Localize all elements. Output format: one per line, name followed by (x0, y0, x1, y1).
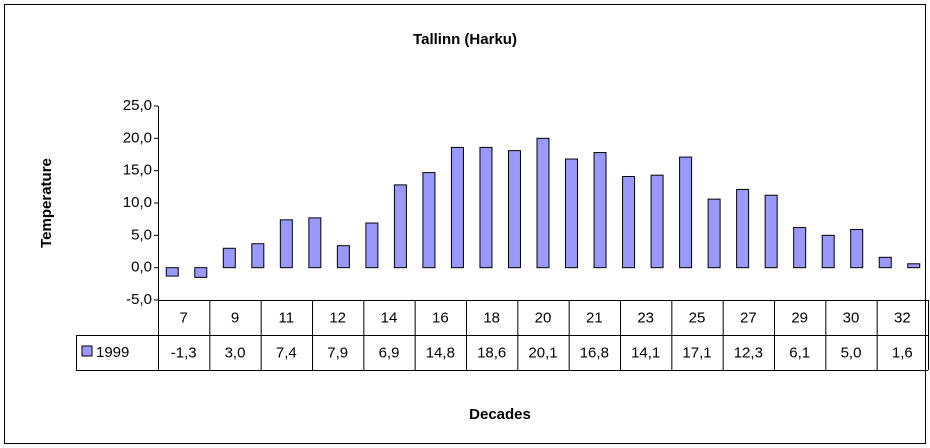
bar (479, 146, 493, 269)
table-header: 16 (432, 309, 449, 326)
y-tick-label: 10,0 (123, 194, 152, 211)
bar (736, 188, 750, 269)
table-header: 30 (843, 309, 860, 326)
table-header: 14 (381, 309, 398, 326)
table-value: 7,9 (327, 344, 348, 361)
table-header: 32 (894, 309, 911, 326)
bar (821, 234, 835, 269)
x-axis-label: Decades (469, 406, 531, 423)
table-value: -1,3 (171, 344, 197, 361)
table-value: 17,1 (682, 344, 711, 361)
y-tick-label: 0,0 (131, 259, 152, 276)
table-header: 7 (179, 309, 187, 326)
y-tick-label: -5,0 (126, 291, 152, 308)
table-value: 20,1 (528, 344, 557, 361)
legend-label: 1999 (96, 344, 129, 361)
y-tick-label: 5,0 (131, 226, 152, 243)
bar (336, 245, 350, 269)
bar (593, 152, 607, 269)
bar (507, 150, 521, 269)
bar (622, 175, 636, 269)
y-tick-label: 25,0 (123, 97, 152, 114)
table-header: 29 (791, 309, 808, 326)
bar (793, 227, 807, 269)
table-header: 12 (329, 309, 346, 326)
bar (850, 229, 864, 269)
table-header: 9 (231, 309, 239, 326)
bar (251, 243, 265, 269)
y-tick-label: 20,0 (123, 129, 152, 146)
bar (907, 263, 921, 269)
bar (422, 172, 436, 269)
table-value: 14,1 (631, 344, 660, 361)
table-value: 18,6 (477, 344, 506, 361)
bar (707, 198, 721, 269)
table-value: 3,0 (225, 344, 246, 361)
table-value: 6,1 (789, 344, 810, 361)
bar (565, 158, 579, 269)
table-header: 23 (637, 309, 654, 326)
bar (365, 222, 379, 269)
bar (679, 156, 693, 269)
table-header: 20 (535, 309, 552, 326)
bar (308, 217, 322, 269)
table-value: 14,8 (426, 344, 455, 361)
table-header: 25 (689, 309, 706, 326)
bar (194, 267, 208, 278)
table-header: 18 (483, 309, 500, 326)
y-axis-label: Temperature (38, 158, 55, 248)
table-value: 16,8 (580, 344, 609, 361)
table-value: 6,9 (379, 344, 400, 361)
bar (165, 267, 179, 277)
chart-border (4, 4, 926, 444)
bar (764, 194, 778, 269)
bar (650, 174, 664, 269)
bar (222, 247, 236, 269)
table-header: 27 (740, 309, 757, 326)
bar (393, 184, 407, 269)
table-value: 1,6 (892, 344, 913, 361)
table-value: 7,4 (276, 344, 297, 361)
legend-swatch (81, 345, 93, 357)
chart-title: Tallinn (Harku) (413, 31, 517, 48)
table-value: 12,3 (734, 344, 763, 361)
bar (450, 146, 464, 269)
bar (536, 137, 550, 269)
table-header: 11 (279, 309, 295, 326)
bar (878, 256, 892, 269)
table-value: 5,0 (841, 344, 862, 361)
bar (279, 219, 293, 269)
table-header: 21 (586, 309, 603, 326)
y-tick-label: 15,0 (123, 162, 152, 179)
